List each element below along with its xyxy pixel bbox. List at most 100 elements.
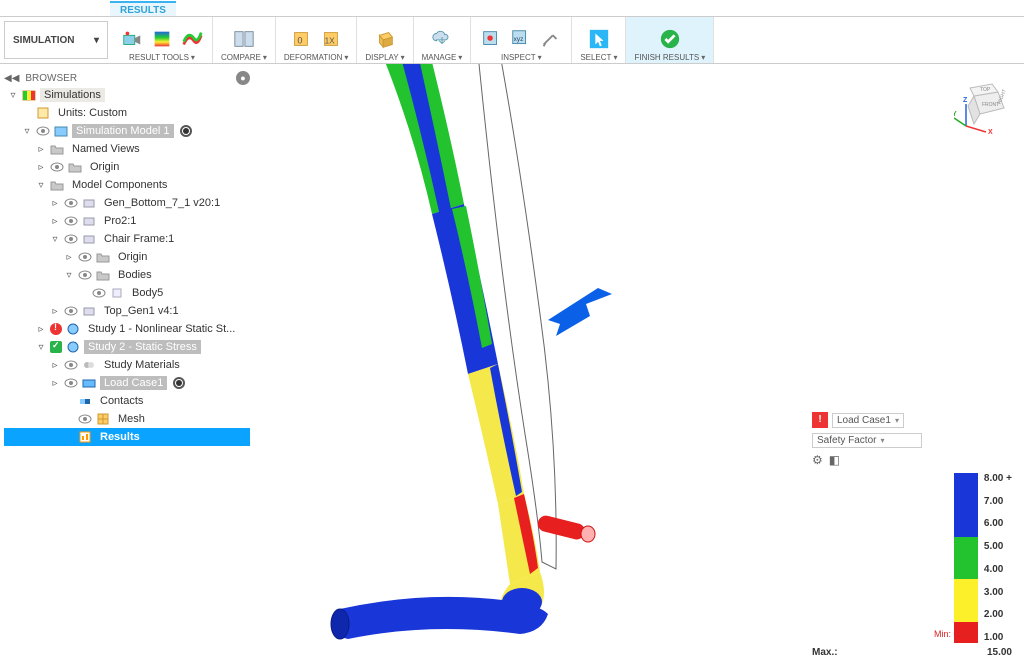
options-icon[interactable]: ◧ (829, 453, 840, 467)
visibility-icon[interactable] (78, 269, 92, 281)
visibility-icon[interactable] (64, 359, 78, 371)
download-cloud-icon[interactable] (430, 27, 454, 51)
tree-row[interactable]: Units: Custom (4, 104, 250, 122)
svg-text:TOP: TOP (980, 87, 991, 93)
visibility-icon[interactable] (64, 377, 78, 389)
ribbon-group-result-tools[interactable]: RESULT TOOLS (112, 17, 213, 63)
tree-row[interactable]: ▹ Origin (4, 158, 250, 176)
ribbon-group-display[interactable]: DISPLAY (357, 17, 413, 63)
display-cube-icon[interactable] (373, 27, 397, 51)
folder-icon (50, 178, 64, 192)
expand-icon[interactable]: ▹ (36, 162, 46, 173)
tree-row[interactable]: Contacts (4, 392, 250, 410)
tree-row[interactable]: ▹Study Materials (4, 356, 250, 374)
folder-icon (50, 142, 64, 156)
tree-label: Gen_Bottom_7_1 v20:1 (100, 196, 224, 210)
tab-results[interactable]: RESULTS (110, 1, 176, 16)
visibility-icon[interactable] (92, 287, 106, 299)
body-icon (110, 286, 124, 300)
tree-row[interactable]: ▹Load Case1 (4, 374, 250, 392)
tree-row[interactable]: ▹Top_Gen1 v4:1 (4, 302, 250, 320)
tree-label: Study 2 - Static Stress (84, 340, 201, 354)
sim-root-icon (22, 88, 36, 102)
expand-icon[interactable]: ▹ (64, 252, 74, 263)
expand-icon[interactable]: ▿ (50, 234, 60, 245)
tree-row[interactable]: ▹ Gen_Bottom_7_1 v20:1 (4, 194, 250, 212)
visibility-icon[interactable] (78, 413, 92, 425)
expand-icon[interactable]: ▹ (50, 198, 60, 209)
viewcube[interactable]: FRONT RIGHT TOP Z X Y (954, 74, 1016, 136)
study-icon (66, 340, 80, 354)
ribbon-group-inspect[interactable]: xyzINSPECT (471, 17, 572, 63)
visibility-icon[interactable] (64, 233, 78, 245)
max-value: 15.00 (987, 647, 1012, 658)
tree-row[interactable]: ▿ Study 2 - Static Stress (4, 338, 250, 356)
expand-icon[interactable]: ▿ (8, 90, 18, 101)
ribbon-group-manage[interactable]: MANAGE (414, 17, 472, 63)
visibility-icon[interactable] (36, 125, 50, 137)
ribbon-group-select[interactable]: SELECT (572, 17, 626, 63)
legend-tick: 2.00 (984, 609, 1012, 620)
active-radio[interactable] (180, 125, 192, 137)
expand-icon[interactable]: ▿ (36, 180, 46, 191)
visibility-icon[interactable] (64, 305, 78, 317)
tree-row[interactable]: Body5 (4, 284, 250, 302)
ribbon-group-compare[interactable]: COMPARE (213, 17, 276, 63)
gear-icon[interactable]: ⚙ (812, 453, 823, 467)
workspace-switcher[interactable]: SIMULATION ▾ (4, 21, 108, 59)
select-arrow-icon[interactable] (587, 27, 611, 51)
tree-row[interactable]: ▿Chair Frame:1 (4, 230, 250, 248)
tree-row[interactable]: ▿ Simulations (4, 86, 250, 104)
loadcase-dropdown[interactable]: Load Case1 (832, 413, 904, 428)
expand-icon[interactable]: ▹ (50, 360, 60, 371)
visibility-icon[interactable] (50, 161, 64, 173)
recorder-icon[interactable] (120, 27, 144, 51)
svg-text:0: 0 (297, 36, 302, 46)
tree-row[interactable]: ▿Model Components (4, 176, 250, 194)
visibility-icon[interactable] (64, 197, 78, 209)
rainbow-cube-icon[interactable] (150, 27, 174, 51)
expand-icon[interactable]: ▿ (64, 270, 74, 281)
probe-cylinder (536, 514, 595, 542)
expand-icon[interactable]: ▿ (22, 126, 32, 137)
tree-row[interactable]: ▹Study 1 - Nonlinear Static St... (4, 320, 250, 338)
ribbon-label: DEFORMATION (284, 53, 349, 62)
tree-row[interactable]: ▹Origin (4, 248, 250, 266)
tree-row[interactable]: Mesh (4, 410, 250, 428)
active-radio[interactable] (173, 377, 185, 389)
tree-label: Units: Custom (54, 106, 131, 120)
probe-xyz-icon[interactable]: xyz (509, 27, 533, 51)
tree-row[interactable]: Results (4, 428, 250, 446)
tree-row[interactable]: ▹Named Views (4, 140, 250, 158)
caliper-icon[interactable] (539, 27, 563, 51)
compare-panels-icon[interactable] (232, 27, 256, 51)
def-1x-icon[interactable]: 1X (319, 27, 343, 51)
finish-check-icon[interactable] (658, 27, 682, 51)
tree-row[interactable]: ▿ Bodies (4, 266, 250, 284)
legend-tick: 7.00 (984, 496, 1012, 507)
probe-target-icon[interactable] (479, 27, 503, 51)
expand-icon[interactable]: ▹ (50, 306, 60, 317)
result-type-dropdown[interactable]: Safety Factor (812, 433, 922, 448)
folder-icon (68, 160, 82, 174)
tree-row[interactable]: ▿Simulation Model 1 (4, 122, 250, 140)
svg-text:1X: 1X (325, 37, 336, 46)
expand-icon[interactable]: ▿ (36, 342, 46, 353)
expand-icon[interactable]: ▹ (50, 216, 60, 227)
tree-label: Origin (86, 160, 123, 174)
tree-label: Simulations (40, 88, 105, 102)
expand-icon[interactable]: ▹ (50, 378, 60, 389)
collapse-icon[interactable]: ● (236, 71, 250, 85)
expand-icon[interactable]: ▹ (36, 144, 46, 155)
tree-row[interactable]: ▹Pro2:1 (4, 212, 250, 230)
visibility-icon[interactable] (78, 251, 92, 263)
ribbon-group-finish-results[interactable]: FINISH RESULTS (626, 17, 714, 63)
def-0-icon[interactable]: 0 (289, 27, 313, 51)
rainbow-surf-icon[interactable] (180, 27, 204, 51)
ribbon-label: FINISH RESULTS (634, 53, 705, 62)
ribbon-group-deformation[interactable]: 0 1X DEFORMATION (276, 17, 358, 63)
browser-header[interactable]: ◀◀ BROWSER ● (4, 70, 250, 86)
expand-icon[interactable]: ▹ (36, 324, 46, 335)
tree-label: Bodies (114, 268, 156, 282)
visibility-icon[interactable] (64, 215, 78, 227)
